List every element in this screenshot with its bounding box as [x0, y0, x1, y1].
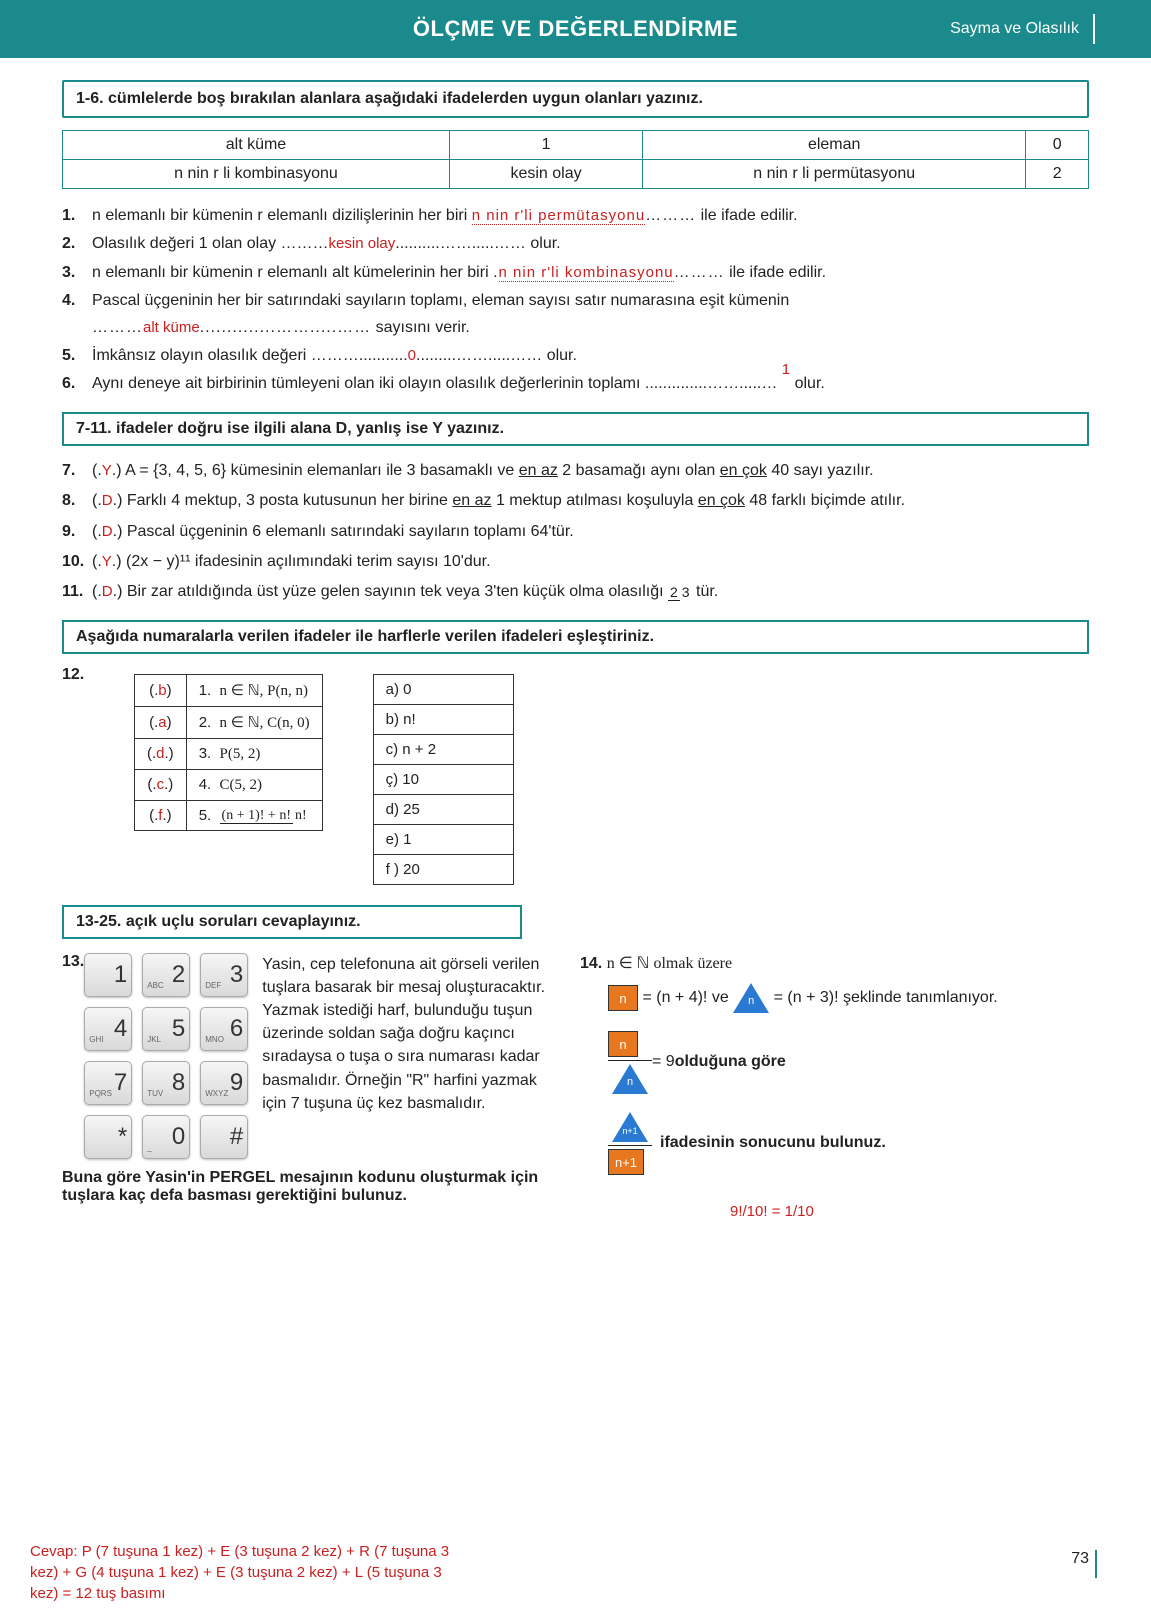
answer: 0: [408, 347, 416, 364]
header-title: ÖLÇME VE DEĞERLENDİRME: [413, 16, 738, 42]
keypad-key: JKL5: [142, 1007, 190, 1051]
word-cell: n nin r li kombinasyonu: [63, 160, 450, 189]
fraction-shapes: n n: [608, 1031, 652, 1094]
keypad-key: PQRS7: [84, 1061, 132, 1105]
phone-keypad: 1ABC2DEF3 GHI4JKL5MNO6 PQRS7TUV8WXYZ9 *_0#: [84, 953, 248, 1159]
answer: Y: [102, 462, 112, 479]
questions-1-6: 1.n elemanlı bir kümenin r elemanlı dizi…: [62, 203, 1089, 398]
square-icon: n: [608, 985, 638, 1011]
word-cell: kesin olay: [449, 160, 642, 189]
q-num: 6.: [62, 371, 92, 397]
q-num: 14.: [580, 955, 602, 972]
match-option: a) 0: [373, 674, 513, 704]
q-body: İmkânsız olayın olasılık değeri ……….....…: [92, 343, 1089, 369]
q13-answer: Cevap: P (7 tuşuna 1 kez) + E (3 tuşuna …: [30, 1541, 470, 1604]
q-body: (.Y.) A = {3, 4, 5, 6} kümesinin elemanl…: [92, 458, 1089, 484]
match-right-table: a) 0 b) n! c) n + 2 ç) 10 d) 25 e) 1 f )…: [373, 674, 514, 885]
keypad-key: 1: [84, 953, 132, 997]
answer: alt küme: [143, 319, 200, 336]
q-num: 7.: [62, 458, 92, 484]
keypad-key: WXYZ9: [200, 1061, 248, 1105]
q-num: 12.: [62, 666, 98, 901]
header-divider: [1093, 14, 1095, 44]
match-option: e) 1: [373, 824, 513, 854]
q-num: 11.: [62, 579, 92, 605]
word-bank-table: alt küme 1 eleman 0 n nin r li kombinasy…: [62, 130, 1089, 189]
match-ans: f: [158, 807, 162, 824]
keypad-key: MNO6: [200, 1007, 248, 1051]
answer: n nin r'li permütasyonu: [472, 207, 645, 225]
match-ans: a: [158, 714, 166, 731]
q-body: n elemanlı bir kümenin r elemanlı dizili…: [92, 203, 1089, 229]
answer: 1: [782, 361, 790, 378]
q-body: Olasılık değeri 1 olan olay ………kesin ola…: [92, 231, 1089, 257]
fraction-shapes-2: n+1 n+1: [608, 1112, 652, 1175]
s4-instruction: 13-25. açık uçlu soruları cevaplayınız.: [62, 905, 522, 939]
match-ans: b: [158, 682, 166, 699]
word-cell: eleman: [643, 131, 1026, 160]
match-ans: d: [156, 745, 164, 762]
s1-instruction: 1-6. cümlelerde boş bırakılan alanlara a…: [76, 90, 1075, 108]
keypad-key: TUV8: [142, 1061, 190, 1105]
match-option: d) 25: [373, 794, 513, 824]
q-body: (.D.) Farklı 4 mektup, 3 posta kutusunun…: [92, 488, 1089, 514]
answer: D: [102, 523, 113, 540]
q-num: 8.: [62, 488, 92, 514]
word-cell: n nin r li permütasyonu: [643, 160, 1026, 189]
match-option: f ) 20: [373, 854, 513, 884]
q-body: (.Y.) (2x − y)¹¹ ifadesinin açılımındaki…: [92, 549, 1089, 575]
word-cell: 2: [1026, 160, 1089, 189]
q-num: 9.: [62, 519, 92, 545]
q-num: 13.: [62, 953, 84, 1159]
word-cell: 0: [1026, 131, 1089, 160]
section1-box: 1-6. cümlelerde boş bırakılan alanlara a…: [62, 80, 1089, 118]
q-body: n elemanlı bir kümenin r elemanlı alt kü…: [92, 260, 1089, 286]
answer: D: [102, 492, 113, 509]
answer: kesin olay: [329, 235, 396, 252]
page-bar: [1095, 1550, 1097, 1578]
q13-question: Buna göre Yasin'in PERGEL mesajının kodu…: [62, 1169, 552, 1205]
q13-text: Yasin, cep telefonuna ait görseli verile…: [262, 953, 552, 1159]
match-option: ç) 10: [373, 764, 513, 794]
keypad-key: _0: [142, 1115, 190, 1159]
keypad-key: GHI4: [84, 1007, 132, 1051]
question-13: 13. 1ABC2DEF3 GHI4JKL5MNO6 PQRS7TUV8WXYZ9 *…: [62, 953, 552, 1220]
match-option: b) n!: [373, 704, 513, 734]
question-14: 14. n ∈ ℕ olmak üzere n = (n + 4)! ve n …: [580, 953, 1089, 1220]
s3-instruction: Aşağıda numaralarla verilen ifadeler ile…: [62, 620, 1089, 654]
match-option: c) n + 2: [373, 734, 513, 764]
keypad-key: *: [84, 1115, 132, 1159]
q-num: 10.: [62, 549, 92, 575]
q-body: Pascal üçgeninin her bir satırındaki say…: [92, 288, 1089, 341]
keypad-key: DEF3: [200, 953, 248, 997]
q-body: (.D.) Pascal üçgeninin 6 elemanlı satırı…: [92, 519, 1089, 545]
q-num: 5.: [62, 343, 92, 369]
q-num: 1.: [62, 203, 92, 229]
answer: Y: [102, 553, 112, 570]
questions-7-11: 7.(.Y.) A = {3, 4, 5, 6} kümesinin elema…: [62, 458, 1089, 606]
q-num: 3.: [62, 260, 92, 286]
page-number: 73: [1071, 1550, 1089, 1568]
match-left-table: (.b)1. n ∈ ℕ, P(n, n) (.a)2. n ∈ ℕ, C(n,…: [134, 674, 323, 831]
q-num: 2.: [62, 231, 92, 257]
q-body: (.D.) Bir zar atıldığında üst yüze gelen…: [92, 579, 1089, 605]
q-body: Aynı deneye ait birbirinin tümleyeni ola…: [92, 371, 1089, 397]
answer: n nin r'li kombinasyonu: [499, 264, 674, 282]
page-header: ÖLÇME VE DEĞERLENDİRME Sayma ve Olasılık: [0, 0, 1151, 58]
answer: D: [102, 583, 113, 600]
q14-answer: 9!/10! = 1/10: [730, 1203, 1089, 1220]
match-ans: c: [157, 776, 165, 793]
keypad-key: ABC2: [142, 953, 190, 997]
word-cell: 1: [449, 131, 642, 160]
q-num: 4.: [62, 288, 92, 341]
triangle-icon: n: [733, 983, 769, 1013]
word-cell: alt küme: [63, 131, 450, 160]
header-subtitle: Sayma ve Olasılık: [950, 20, 1079, 38]
s2-instruction: 7-11. ifadeler doğru ise ilgili alana D,…: [62, 412, 1089, 446]
keypad-key: #: [200, 1115, 248, 1159]
